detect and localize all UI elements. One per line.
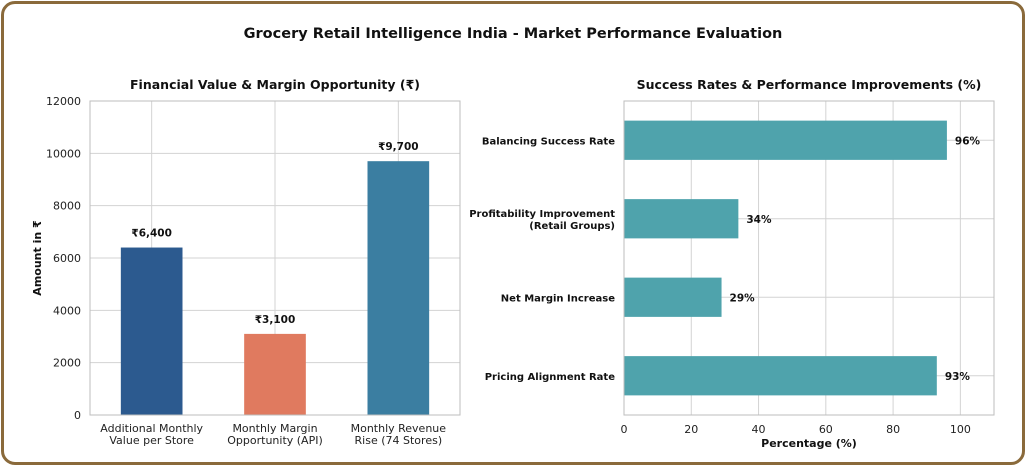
bar-value-label: 96% — [955, 135, 981, 147]
y-tick-label: 4000 — [53, 304, 81, 317]
bar-value-label: 93% — [945, 371, 971, 383]
bar-value-label: 29% — [730, 292, 756, 304]
y-category-label: Net Margin Increase — [501, 293, 615, 304]
left-chart-title: Financial Value & Margin Opportunity (₹) — [130, 77, 420, 92]
y-tick-label: 0 — [74, 409, 81, 422]
bar — [624, 120, 947, 160]
left-y-axis-label: Amount in ₹ — [31, 220, 44, 296]
bar — [120, 247, 183, 415]
right-x-axis-label: Percentage (%) — [761, 437, 857, 450]
bar — [244, 333, 306, 415]
y-category-label: Pricing Alignment Rate — [485, 372, 615, 383]
bar-value-label: ₹9,700 — [378, 141, 419, 153]
x-tick-label: 20 — [684, 423, 698, 436]
x-tick-label: Additional Monthly Value per Store — [100, 422, 203, 447]
right-plot-area — [623, 100, 995, 416]
x-tick-label: 0 — [621, 423, 628, 436]
x-tick-label: 60 — [819, 423, 833, 436]
figure-title: Grocery Retail Intelligence India - Mark… — [244, 26, 783, 42]
bar-value-label: ₹6,400 — [131, 228, 172, 240]
y-category-label: Profitability Improvement (Retail Groups) — [469, 209, 615, 232]
right-chart: Success Rates & Performance Improvements… — [469, 77, 995, 450]
y-tick-label: 6000 — [53, 252, 81, 265]
y-tick-label: 10000 — [46, 147, 81, 160]
y-tick-label: 12000 — [46, 95, 81, 108]
x-tick-label: 100 — [950, 423, 971, 436]
y-category-label: Balancing Success Rate — [482, 136, 615, 147]
bar — [367, 161, 430, 415]
x-tick-label: 80 — [886, 423, 900, 436]
x-tick-label: Monthly Margin Opportunity (API) — [227, 422, 323, 447]
y-tick-label: 2000 — [53, 357, 81, 370]
left-plot-area — [89, 100, 461, 416]
bar-value-label: ₹3,100 — [255, 314, 296, 326]
bar — [624, 356, 937, 396]
x-tick-label: 40 — [752, 423, 766, 436]
bar — [624, 199, 739, 239]
x-tick-label: Monthly Revenue Rise (74 Stores) — [351, 422, 447, 447]
left-chart: Financial Value & Margin Opportunity (₹)… — [31, 77, 461, 447]
bar-value-label: 34% — [746, 214, 772, 226]
y-tick-label: 8000 — [53, 200, 81, 213]
right-chart-title: Success Rates & Performance Improvements… — [637, 77, 982, 92]
bar — [624, 277, 722, 317]
